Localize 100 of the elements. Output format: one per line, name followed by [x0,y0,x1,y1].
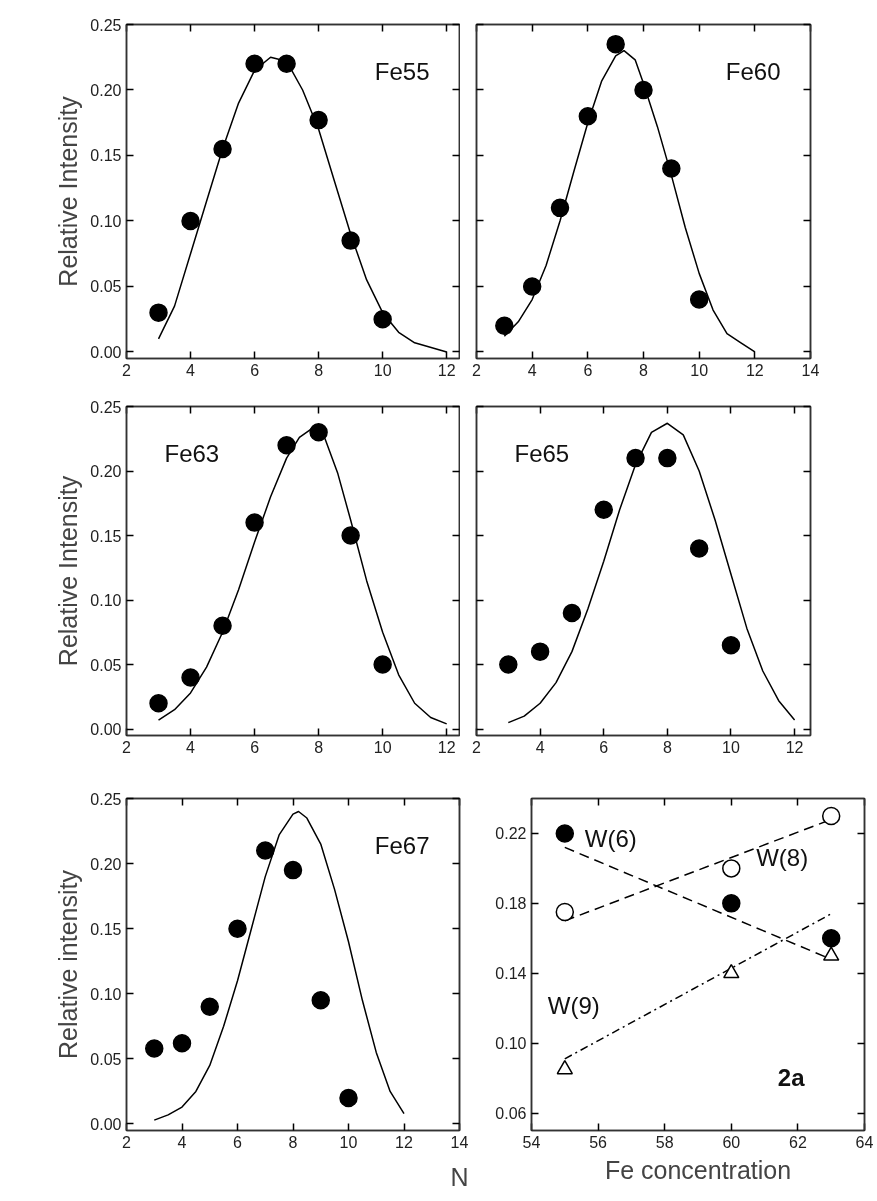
y-tick-label: 0.00 [90,343,122,361]
x-axis-title: Fe concentration [604,1155,792,1184]
point [283,860,303,880]
x-tick-label: 14 [450,1133,469,1151]
x-tick-label: 8 [314,361,324,379]
point [256,841,275,860]
x-tick-label: 8 [639,361,649,379]
y-tick-label: 0.10 [90,212,122,230]
y-tick-label: 0.25 [90,398,122,416]
y-tick-label: 0.05 [90,1050,122,1068]
x-tick-label: 60 [722,1133,741,1151]
point [556,1059,574,1075]
x-tick-label: 4 [177,1133,187,1151]
point [722,859,741,878]
point [522,277,542,296]
x-tick-label: 8 [288,1133,298,1151]
y-tick-label: 0.25 [90,790,122,808]
y-axis-title: Relative intensity [54,869,83,1059]
x-tick-label: 54 [522,1133,541,1151]
point [200,997,219,1017]
point [555,902,575,922]
point [722,894,741,913]
y-tick-label: 0.15 [90,527,122,545]
point [228,919,247,938]
series-label: W(8) [756,843,809,871]
point [821,806,841,826]
x-tick-label: 62 [789,1133,807,1151]
x-tick-label: 4 [186,361,196,379]
annotation: 2a [777,1063,806,1091]
x-tick-label: 6 [233,1133,243,1151]
point [181,211,200,231]
x-tick-label: 2 [472,738,482,756]
x-tick-label: 2 [122,1133,132,1151]
point [149,694,168,713]
y-tick-label: 0.00 [90,1115,122,1133]
y-tick-label: 0.10 [90,592,122,610]
point [495,316,514,335]
y-tick-label: 0.15 [90,147,122,165]
x-tick-label: 10 [339,1133,358,1151]
point [309,110,328,130]
text: Fe60 [725,57,781,85]
point [145,1039,164,1058]
y-tick-label: 0.05 [90,278,122,296]
x-tick-label: 6 [599,738,609,756]
point [689,290,709,309]
y-tick-label: 0.00 [90,721,122,739]
x-tick-label: 6 [250,361,260,379]
point [181,668,200,687]
point [499,655,518,674]
x-tick-label: 10 [690,361,709,379]
text: Fe55 [374,57,430,85]
y-tick-label: 0.20 [90,855,122,873]
x-tick-label: 58 [655,1133,674,1151]
y-tick-label: 0.20 [90,463,122,481]
point [723,963,740,979]
x-tick-label: 8 [314,738,324,756]
x-tick-label: 6 [250,738,260,756]
point [277,435,296,455]
x-tick-label: 12 [395,1133,413,1151]
text: Fe65 [514,439,570,467]
x-tick-label: 4 [186,738,196,756]
x-tick-label: 12 [745,361,764,379]
x-axis-title: N [450,1162,469,1191]
x-tick-label: 12 [437,738,456,756]
y-axis-title: Relative Intensity [54,95,83,287]
y-tick-label: 0.10 [495,1035,527,1053]
x-tick-label: 56 [589,1133,608,1151]
y-tick-label: 0.20 [90,81,122,99]
point [689,539,709,558]
y-tick-label: 0.05 [90,656,122,674]
point [149,303,168,322]
x-tick-label: 64 [855,1133,874,1151]
point [311,991,330,1010]
point [594,500,613,519]
point [555,824,575,843]
x-tick-label: 4 [535,738,545,756]
x-tick-label: 6 [583,361,593,379]
point [530,642,550,661]
point [339,1088,358,1108]
point [721,635,741,655]
y-tick-label: 0.06 [495,1105,527,1123]
x-tick-label: 2 [122,361,132,379]
x-tick-label: 14 [801,361,820,379]
x-tick-label: 8 [662,738,672,756]
x-tick-label: 10 [373,361,392,379]
text: Fe63 [164,439,220,467]
y-tick-label: 0.14 [495,965,527,983]
x-tick-label: 2 [122,738,132,756]
point [606,34,625,54]
point [626,448,645,468]
y-tick-label: 0.15 [90,920,122,938]
series-label: W(9) [547,992,600,1020]
y-tick-label: 0.10 [90,985,122,1003]
point [822,946,840,961]
y-axis-title: Relative Intensity [54,475,83,667]
x-tick-label: 4 [527,361,537,379]
x-tick-label: 12 [785,738,804,756]
y-tick-label: 0.22 [495,825,527,843]
point [821,929,841,948]
point [245,54,264,74]
